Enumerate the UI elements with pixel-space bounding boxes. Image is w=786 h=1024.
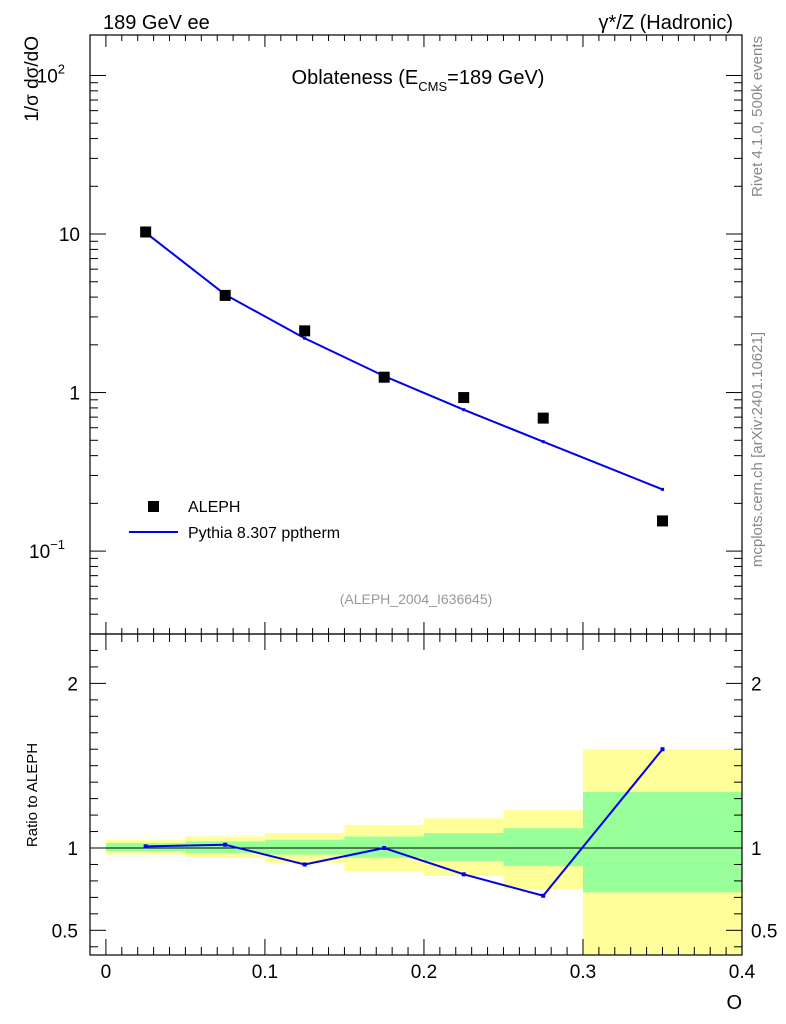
main-axis-ticks <box>90 35 743 635</box>
data-point <box>299 325 311 337</box>
plot-title-sub: CMS <box>418 79 447 94</box>
ratio-point <box>541 893 546 898</box>
y-tick-label-base: 1 <box>69 384 80 405</box>
data-point <box>537 412 549 424</box>
ratio-bands <box>90 749 742 955</box>
mcplots-label: mcplots.cern.ch [arXiv:2401.10621] <box>749 332 766 567</box>
legend-label-mc: Pythia 8.307 pptherm <box>188 525 340 542</box>
y-tick-label-main: 10 <box>59 225 80 246</box>
y-tick-label-exp: 2 <box>58 61 65 76</box>
x-tick-label: 0 <box>101 962 112 983</box>
header-left: 189 GeV ee <box>103 12 210 34</box>
x-axis-label: O <box>726 992 742 1014</box>
mc-point <box>462 408 466 412</box>
x-tick-label: 0.2 <box>411 962 437 983</box>
ratio-frame <box>89 633 743 956</box>
ratio-point <box>302 862 307 867</box>
ratio-band-inner <box>503 828 583 867</box>
ratio-y-tick-labels: 2 2 1 1 0.5 0.5 <box>52 674 778 942</box>
ratio-point <box>143 844 148 849</box>
main-frame <box>89 34 743 635</box>
plot-title: Oblateness (ECMS=189 GeV) <box>292 67 545 94</box>
ratio-series <box>143 747 665 898</box>
y-tick-label-main: 10−1 <box>29 537 65 563</box>
y-tick-label-ratio-left: 2 <box>67 674 78 695</box>
data-point <box>378 371 390 383</box>
legend: ALEPH Pythia 8.307 pptherm <box>129 499 340 542</box>
y-tick-label-ratio-right: 0.5 <box>751 921 777 942</box>
ratio-point <box>461 872 466 877</box>
legend-label-aleph: ALEPH <box>188 499 240 516</box>
ratio-band-inner <box>423 833 504 862</box>
plot-title-main: Oblateness (E <box>292 67 419 89</box>
ratio-band-inner <box>582 792 742 893</box>
y-tick-label-main: 1 <box>69 384 80 405</box>
rivet-label: Rivet 4.1.0, 500k events <box>749 36 766 197</box>
x-tick-labels: 0 0.1 0.2 0.3 0.4 <box>101 962 756 983</box>
ratio-point <box>382 846 387 850</box>
ratio-point <box>660 747 665 752</box>
y-tick-label-ratio-right: 2 <box>751 674 762 695</box>
y-tick-label-ratio-left: 1 <box>67 839 78 860</box>
x-tick-label: 0.3 <box>570 962 596 983</box>
data-point <box>458 392 470 404</box>
legend-marker-aleph <box>148 501 159 512</box>
header-right: γ*/Z (Hadronic) <box>599 12 733 34</box>
y-tick-label-base: 10 <box>29 542 50 563</box>
x-tick-label: 0.4 <box>729 962 756 983</box>
analysis-id: (ALEPH_2004_I636645) <box>340 591 493 607</box>
ratio-axis-ticks <box>90 634 743 955</box>
main-series <box>140 226 668 527</box>
y-tick-label-main: 102 <box>37 61 65 87</box>
y-tick-label-base: 10 <box>37 66 58 87</box>
y-tick-label-ratio-left: 0.5 <box>52 921 78 942</box>
data-point <box>656 515 668 527</box>
plot-frames <box>89 34 743 956</box>
mc-point <box>303 336 307 340</box>
main-y-axis-label: 1/σ dσ/dO <box>22 36 43 122</box>
data-point <box>219 289 231 301</box>
data-point <box>140 226 152 238</box>
plot-title-rest: =189 GeV) <box>447 67 544 89</box>
ratio-band-inner <box>264 839 345 855</box>
y-tick-label-base: 10 <box>59 225 80 246</box>
mc-point <box>541 440 545 444</box>
ratio-band-inner <box>185 841 265 853</box>
ratio-y-axis-label: Ratio to ALEPH <box>24 743 41 847</box>
mc-line <box>145 231 663 491</box>
y-tick-label-exp: −1 <box>50 537 65 552</box>
y-tick-label-ratio-right: 1 <box>751 839 762 860</box>
mc-point <box>660 487 664 491</box>
x-tick-label: 0.1 <box>252 962 278 983</box>
ratio-point <box>223 842 228 847</box>
